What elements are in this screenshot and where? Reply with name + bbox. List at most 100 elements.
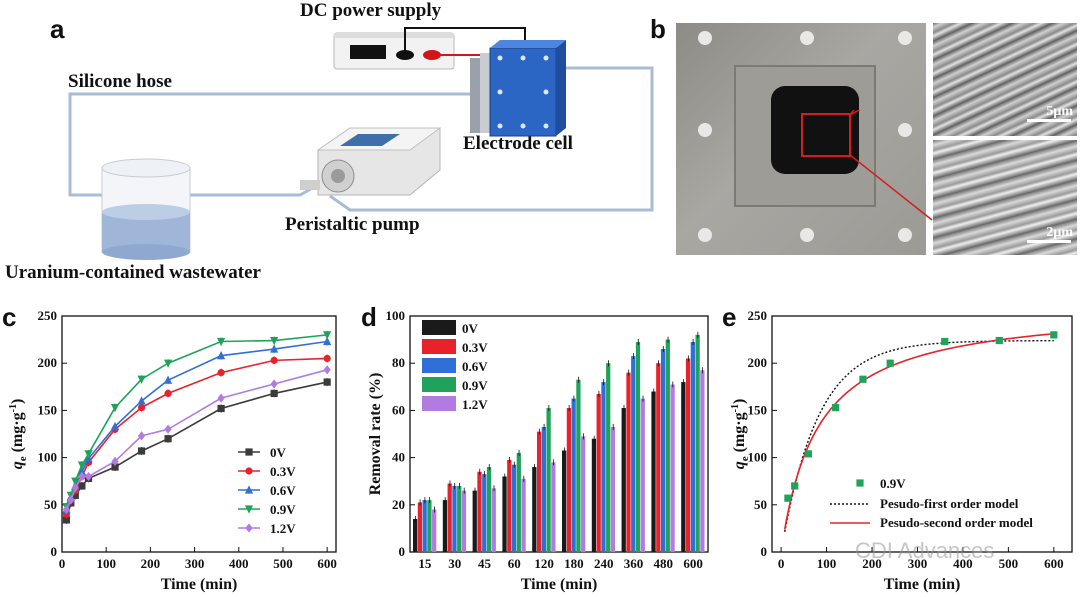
setup-schematic — [68, 27, 654, 260]
x-tick-label: 600 — [1044, 556, 1064, 571]
bar-0.3V-480 — [656, 363, 661, 552]
legend-label: 0.6V — [462, 359, 488, 374]
y-tick-label: 150 — [748, 402, 768, 417]
data-point — [323, 365, 331, 375]
legend-label: Pesudo-second order model — [880, 515, 1033, 530]
panel-letter-b: b — [650, 14, 666, 44]
y-axis-title: qe (mg·g-1) — [8, 399, 29, 470]
legend-label: 0V — [270, 445, 287, 460]
data-point — [137, 403, 146, 412]
x-tick-label: 30 — [448, 556, 461, 571]
plot-frame — [409, 315, 709, 553]
legend-swatch — [422, 339, 456, 354]
legend-label: 0.9V — [462, 378, 488, 393]
wastewater-beaker — [101, 158, 191, 260]
x-tick-label: 15 — [418, 556, 432, 571]
legend-label: 0.9V — [880, 476, 906, 491]
pump-screen — [340, 134, 400, 146]
carbon-electrode — [771, 86, 859, 174]
peristaltic-pump — [300, 127, 442, 196]
y-axis-title-exp: -1 — [730, 404, 741, 412]
watermark: CDI Advances — [855, 538, 995, 563]
data-point — [62, 516, 71, 524]
data-point — [137, 375, 146, 384]
chart-c-adsorption-kinetics: 0 50 100 150 200 250 0 100 200 300 400 500 600 Time (… — [8, 308, 337, 593]
bar-0.6V-240 — [601, 382, 606, 552]
bar-0.9V-15 — [427, 500, 432, 552]
x-tick-label: 60 — [508, 556, 521, 571]
y-tick-label: 250 — [748, 308, 768, 323]
x-tick-label: 500 — [999, 556, 1019, 571]
data-point — [832, 403, 840, 412]
y-axis-title: qe (mg·g-1) — [730, 399, 751, 470]
bar-0V-180 — [562, 450, 567, 552]
bar-0V-480 — [651, 391, 656, 552]
y-axis-title-q: q — [731, 461, 748, 469]
bar-0.9V-180 — [576, 379, 581, 552]
bar-0.6V-480 — [660, 349, 666, 552]
data-point — [270, 379, 278, 389]
x-tick-label: 300 — [185, 556, 205, 571]
x-tick-label: 600 — [683, 556, 703, 571]
y-axis-title-unit: (mg·g — [9, 412, 26, 456]
x-axis-title: Time (min) — [161, 576, 238, 593]
data-point — [270, 336, 279, 346]
data-point — [71, 491, 79, 499]
bar-0.6V-360 — [631, 356, 636, 552]
bar-0.9V-45 — [486, 467, 492, 552]
data-point — [77, 461, 86, 470]
plot-frame — [61, 315, 337, 553]
data-point — [804, 450, 812, 458]
y-tick-label: 50 — [44, 497, 57, 512]
y-axis-title-unit: (mg·g — [731, 412, 748, 456]
y-tick-label: 0 — [399, 544, 406, 559]
legend-swatch — [422, 358, 456, 373]
data-point — [323, 378, 331, 386]
x-tick-label: 200 — [141, 556, 161, 571]
data-point — [111, 463, 119, 471]
bar-0.9V-30 — [457, 485, 462, 552]
bar-0V-30 — [442, 500, 448, 552]
power-display — [350, 45, 386, 59]
bar-0.9V-120 — [546, 408, 551, 552]
data-point — [216, 337, 226, 347]
legend-label: 0.6V — [270, 483, 296, 498]
legend-label: 0.9V — [270, 502, 296, 517]
panel-letter-a: a — [50, 14, 65, 44]
bar-1.2V-45 — [491, 488, 496, 552]
x-axis-title: Time (min) — [884, 576, 961, 593]
bar-0.6V-45 — [482, 474, 487, 552]
y-tick-label: 200 — [38, 355, 58, 370]
label-uranium-wastewater: Uranium-contained wastewater — [5, 262, 261, 283]
data-point — [216, 351, 226, 360]
data-point — [71, 477, 80, 486]
bar-1.2V-120 — [551, 462, 556, 552]
bar-1.2V-15 — [432, 509, 437, 552]
x-tick-label: 360 — [624, 556, 644, 571]
data-point — [137, 447, 146, 455]
bar-0V-120 — [532, 467, 537, 552]
legend-swatch — [422, 377, 456, 392]
data-point — [784, 494, 792, 502]
x-tick-label: 180 — [564, 556, 584, 571]
bar-0.3V-600 — [685, 358, 691, 552]
pseudo-second-order-curve — [783, 332, 1054, 530]
bar-0V-45 — [472, 490, 477, 552]
bar-1.2V-360 — [640, 398, 645, 552]
legend-label: 0V — [462, 321, 479, 336]
bar-0.6V-600 — [690, 341, 695, 552]
data-point — [270, 344, 279, 353]
scale-bar-5um: 5μm — [1046, 104, 1073, 119]
data-point — [1050, 331, 1058, 339]
bar-0.3V-180 — [566, 408, 572, 552]
legend-marker — [244, 485, 254, 494]
x-tick-label: 300 — [908, 556, 928, 571]
x-tick-label: 100 — [96, 556, 116, 571]
legend-marker — [245, 523, 253, 533]
legend-label: Pesudo-first order model — [880, 496, 1019, 511]
data-point — [323, 331, 332, 340]
bar-0.3V-60 — [507, 459, 512, 552]
y-axis-title-sub: e — [739, 456, 751, 461]
legend-label: 0.3V — [462, 340, 488, 355]
bar-0.3V-45 — [477, 471, 482, 552]
